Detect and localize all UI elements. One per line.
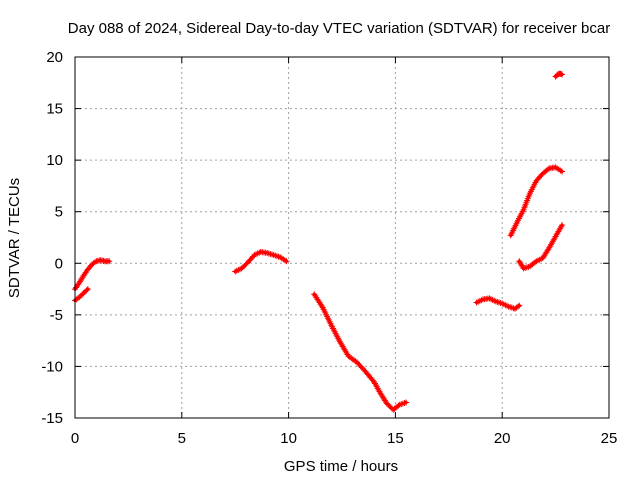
y-tick-label: -5 bbox=[50, 307, 63, 324]
data-point bbox=[252, 253, 256, 257]
data-point bbox=[547, 246, 551, 250]
data-point bbox=[560, 72, 564, 77]
y-axis-label: SDTVAR / TECUs bbox=[6, 178, 23, 298]
data-point bbox=[528, 264, 532, 268]
data-point bbox=[77, 295, 81, 299]
plot-frame bbox=[74, 56, 610, 419]
data-point bbox=[494, 299, 498, 303]
data-point bbox=[385, 402, 389, 406]
data-point bbox=[265, 251, 269, 255]
series-arc-1a bbox=[72, 257, 113, 293]
y-tick-label: 0 bbox=[55, 255, 63, 272]
data-point bbox=[391, 408, 395, 412]
x-tick-label: 20 bbox=[494, 430, 511, 447]
data-point bbox=[554, 75, 558, 79]
data-point bbox=[321, 306, 325, 310]
data-point bbox=[560, 223, 564, 227]
data-point bbox=[522, 266, 526, 270]
series-arc-4 bbox=[473, 295, 523, 312]
data-point bbox=[86, 267, 90, 272]
data-point bbox=[509, 233, 513, 237]
data-point bbox=[560, 169, 564, 174]
data-point bbox=[513, 307, 517, 311]
data-point bbox=[554, 165, 558, 169]
data-point bbox=[517, 304, 521, 308]
data-point bbox=[86, 287, 90, 291]
data-point bbox=[99, 258, 103, 262]
axis-ticks bbox=[74, 56, 610, 419]
data-point bbox=[278, 255, 282, 259]
series-arc-6 bbox=[552, 70, 565, 80]
series-arc-3 bbox=[311, 291, 410, 413]
x-tick-label: 15 bbox=[387, 430, 404, 447]
data-point bbox=[487, 296, 491, 300]
series-arc-2 bbox=[232, 248, 290, 275]
series-arc-1b bbox=[72, 286, 91, 304]
series-arc-5a bbox=[507, 164, 565, 239]
data-point bbox=[398, 403, 402, 407]
data-point bbox=[259, 250, 263, 254]
data-point bbox=[103, 259, 107, 263]
x-tick-label: 5 bbox=[178, 430, 186, 447]
data-point bbox=[534, 259, 539, 263]
data-point bbox=[541, 172, 545, 176]
data-point bbox=[404, 400, 408, 405]
series-arc-5b bbox=[516, 222, 565, 272]
data-point bbox=[363, 370, 368, 374]
y-axis-tick-labels: -15 -10 -5 0 5 10 15 20 bbox=[41, 49, 63, 427]
x-tick-label: 25 bbox=[601, 430, 618, 447]
data-point bbox=[554, 234, 558, 239]
data-point bbox=[338, 340, 342, 344]
data-point bbox=[534, 179, 539, 183]
data-series bbox=[72, 70, 565, 413]
data-point bbox=[77, 281, 81, 285]
y-tick-label: 5 bbox=[55, 204, 63, 221]
data-point bbox=[246, 260, 250, 264]
data-point bbox=[475, 300, 479, 305]
data-point bbox=[107, 259, 111, 263]
data-point bbox=[541, 256, 545, 260]
y-tick-label: 20 bbox=[46, 49, 63, 66]
x-axis-tick-labels: 0 5 10 15 20 25 bbox=[71, 430, 618, 447]
chart-title: Day 088 of 2024, Sidereal Day-to-day VTE… bbox=[68, 20, 610, 37]
data-point bbox=[547, 166, 551, 170]
y-tick-label: -15 bbox=[41, 410, 63, 427]
data-point bbox=[329, 323, 333, 327]
data-point bbox=[515, 220, 519, 224]
data-point bbox=[90, 262, 94, 266]
data-point bbox=[500, 301, 504, 306]
y-tick-label: 10 bbox=[46, 152, 63, 169]
x-tick-label: 0 bbox=[71, 430, 79, 447]
data-point bbox=[507, 305, 511, 309]
y-tick-label: -10 bbox=[41, 358, 63, 375]
data-point bbox=[81, 291, 86, 295]
data-point bbox=[517, 259, 521, 263]
y-tick-label: 15 bbox=[46, 101, 63, 118]
data-point bbox=[233, 269, 237, 274]
data-point bbox=[284, 259, 289, 263]
x-axis-label: GPS time / hours bbox=[284, 458, 398, 475]
data-point bbox=[378, 391, 382, 395]
data-point bbox=[94, 259, 98, 263]
data-point bbox=[272, 253, 276, 257]
x-tick-label: 10 bbox=[280, 430, 297, 447]
data-point bbox=[355, 360, 359, 364]
data-point bbox=[240, 266, 244, 270]
data-point bbox=[81, 274, 86, 278]
data-point bbox=[346, 354, 350, 358]
data-point bbox=[481, 297, 485, 301]
data-point bbox=[372, 380, 376, 384]
data-point bbox=[312, 292, 316, 296]
data-point bbox=[528, 191, 532, 195]
data-point bbox=[522, 208, 526, 212]
